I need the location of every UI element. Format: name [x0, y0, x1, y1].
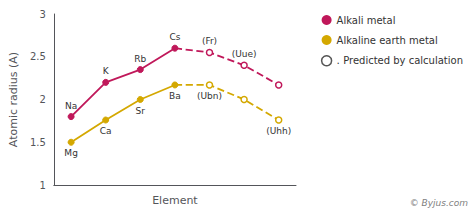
svg-text:(Fr): (Fr)	[202, 36, 217, 46]
svg-text:1: 1	[39, 180, 45, 191]
svg-text:Ca: Ca	[100, 126, 112, 136]
svg-text:1.5: 1.5	[30, 137, 46, 148]
svg-text:(Uue): (Uue)	[232, 49, 257, 59]
svg-text:2.5: 2.5	[30, 51, 46, 62]
svg-text:Alkaline earth metal: Alkaline earth metal	[337, 35, 438, 46]
svg-text:Element: Element	[152, 194, 198, 207]
svg-text:Na: Na	[65, 101, 77, 111]
svg-text:Sr: Sr	[136, 106, 146, 116]
svg-text:(Ubn): (Ubn)	[197, 91, 222, 101]
svg-text:Alkali metal: Alkali metal	[337, 15, 396, 26]
svg-text:© Byjus.com: © Byjus.com	[410, 198, 469, 208]
svg-text:3: 3	[39, 9, 45, 20]
svg-text:2: 2	[39, 94, 45, 105]
svg-text:Mg: Mg	[64, 148, 77, 158]
svg-text:Rb: Rb	[134, 54, 146, 64]
svg-text:․ Predicted by calculation: ․ Predicted by calculation	[337, 55, 463, 66]
svg-text:Cs: Cs	[169, 32, 180, 42]
svg-text:Ba: Ba	[169, 91, 181, 101]
svg-text:(Uhh): (Uhh)	[266, 126, 291, 136]
svg-text:Atomic radius (A): Atomic radius (A)	[7, 52, 20, 147]
svg-text:K: K	[103, 66, 110, 76]
